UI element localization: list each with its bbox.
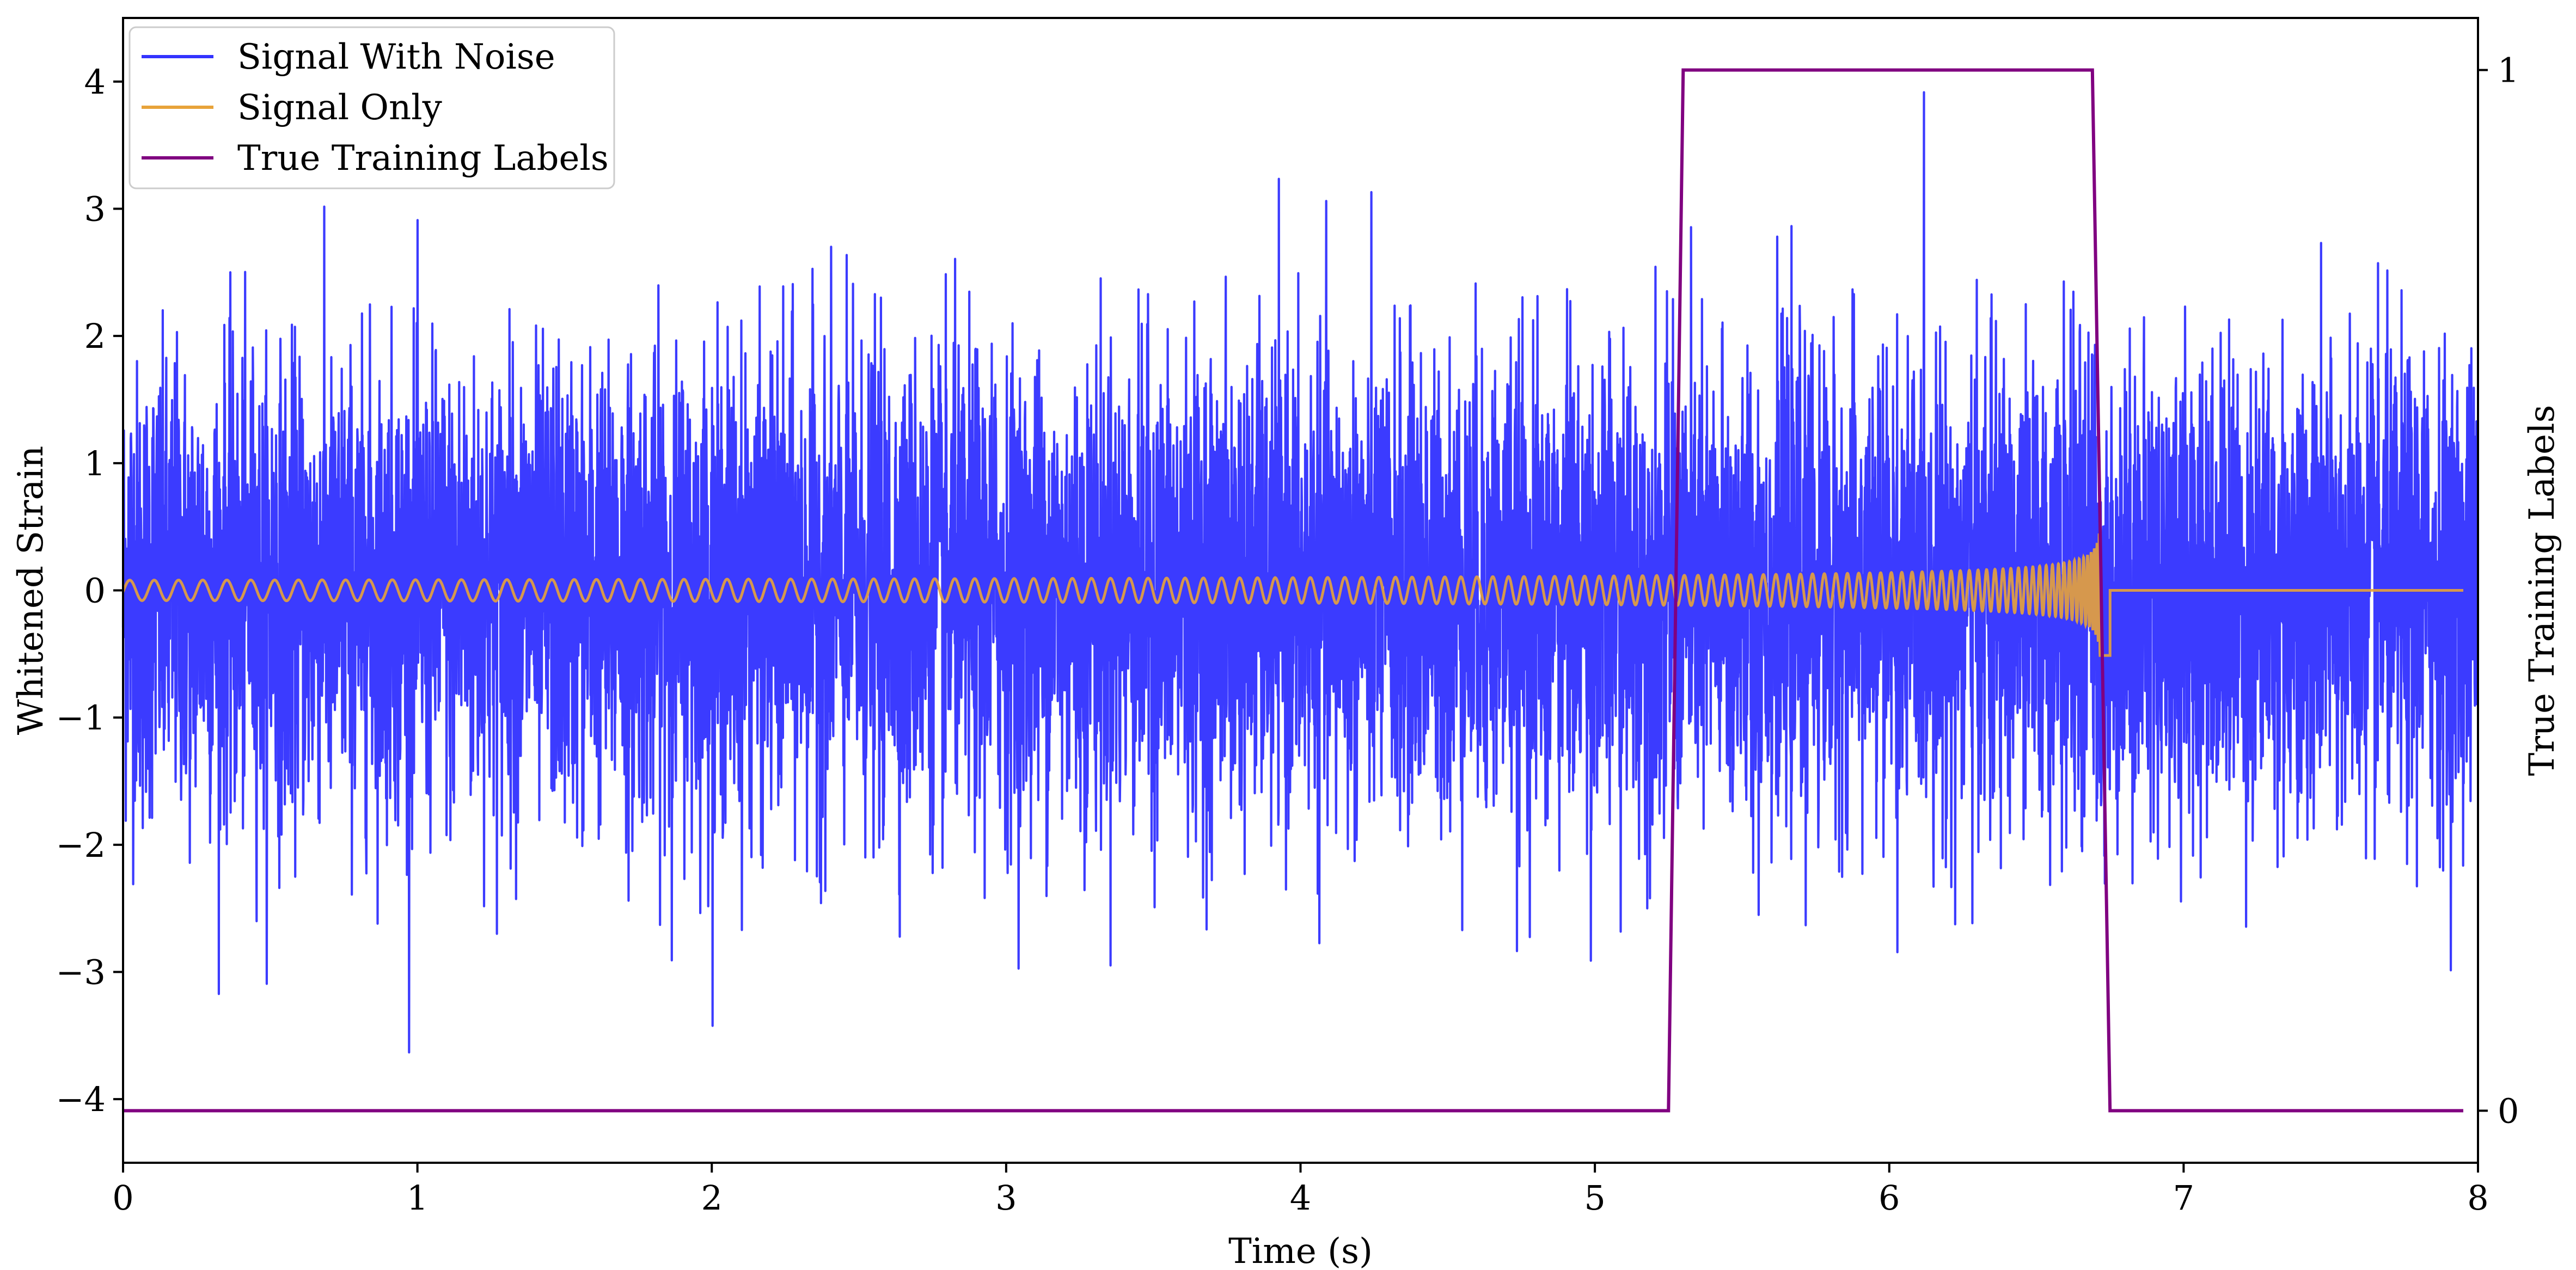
legend-entry-signal-with-noise: Signal With Noise <box>237 37 555 77</box>
line-true-training-labels <box>123 68 2463 1113</box>
y-tick-label: 1 <box>84 444 106 483</box>
y-tick-label: −1 <box>56 698 106 738</box>
y-tick-label: 0 <box>84 571 106 611</box>
y2-tick-label: 1 <box>2498 51 2519 90</box>
series-true-training-labels <box>123 68 2463 1113</box>
x-tick-label: 3 <box>995 1178 1017 1218</box>
x-tick-label: 7 <box>2173 1178 2194 1218</box>
x-tick-label: 1 <box>407 1178 428 1218</box>
y2-tick-label: 0 <box>2498 1091 2519 1131</box>
y2-axis-label: True Training Labels <box>2522 405 2562 776</box>
y2-axis-ticks: 01 <box>2478 51 2519 1131</box>
line-signal-with-noise <box>121 91 2478 1054</box>
x-tick-label: 8 <box>2467 1178 2488 1218</box>
x-tick-label: 5 <box>1584 1178 1605 1218</box>
y-tick-label: 2 <box>84 316 106 356</box>
x-tick-label: 4 <box>1290 1178 1311 1218</box>
legend-entry-signal-only: Signal Only <box>237 88 442 128</box>
y-tick-label: 4 <box>84 62 106 102</box>
x-tick-label: 0 <box>112 1178 133 1218</box>
series-signal-only <box>121 533 2463 657</box>
x-tick-label: 6 <box>1879 1178 1900 1218</box>
x-axis-ticks: 0 1 2 3 4 5 6 7 8 <box>112 1163 2489 1218</box>
legend-box <box>129 26 615 189</box>
x-tick-label: 2 <box>701 1178 723 1218</box>
legend-entry-true-training-labels: True Training Labels <box>237 138 609 179</box>
y-axis-label: Whitened Strain <box>11 446 51 735</box>
x-axis-label: Time (s) <box>1228 1231 1373 1270</box>
y-tick-label: −3 <box>56 953 106 992</box>
line-signal-only <box>121 533 2463 657</box>
y-tick-label: −4 <box>56 1079 106 1119</box>
y-axis-ticks: −4 −3 −2 −1 0 1 2 3 4 <box>56 62 123 1119</box>
y-tick-label: 3 <box>84 189 106 229</box>
y-tick-label: −2 <box>56 825 106 865</box>
series-signal-with-noise <box>121 91 2478 1054</box>
legend: Signal With Noise Signal Only True Train… <box>129 26 615 189</box>
